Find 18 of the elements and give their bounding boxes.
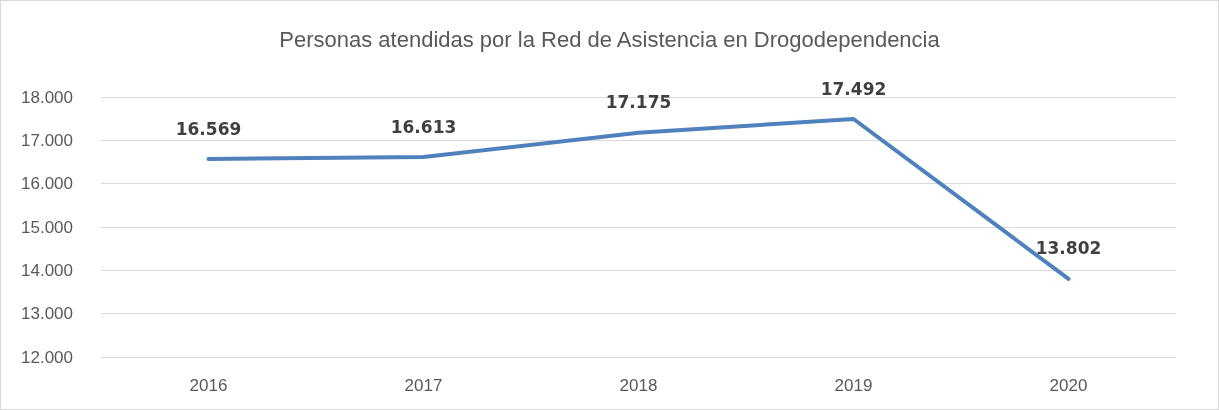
x-tick-label: 2020 [1049,376,1088,395]
y-tick-label: 17.000 [21,130,73,150]
y-tick-label: 15.000 [21,217,73,237]
chart-title: Personas atendidas por la Red de Asistencia en Drogodependencia [279,26,941,52]
data-label: 17.175 [605,92,672,113]
data-label: 17.492 [820,78,887,99]
y-tick-label: 12.000 [21,347,73,367]
data-label: 16.569 [175,118,242,139]
y-tick-label: 18.000 [21,87,73,107]
x-tick-label: 2019 [834,376,873,395]
data-label: 13.802 [1035,238,1102,259]
y-tick-label: 13.000 [21,304,73,324]
x-tick-label: 2016 [189,376,228,395]
y-tick-label: 14.000 [21,260,73,280]
x-tick-label: 2018 [619,376,658,395]
data-label: 16.613 [390,116,457,137]
x-tick-label: 2017 [404,376,443,395]
y-tick-label: 16.000 [21,174,73,194]
